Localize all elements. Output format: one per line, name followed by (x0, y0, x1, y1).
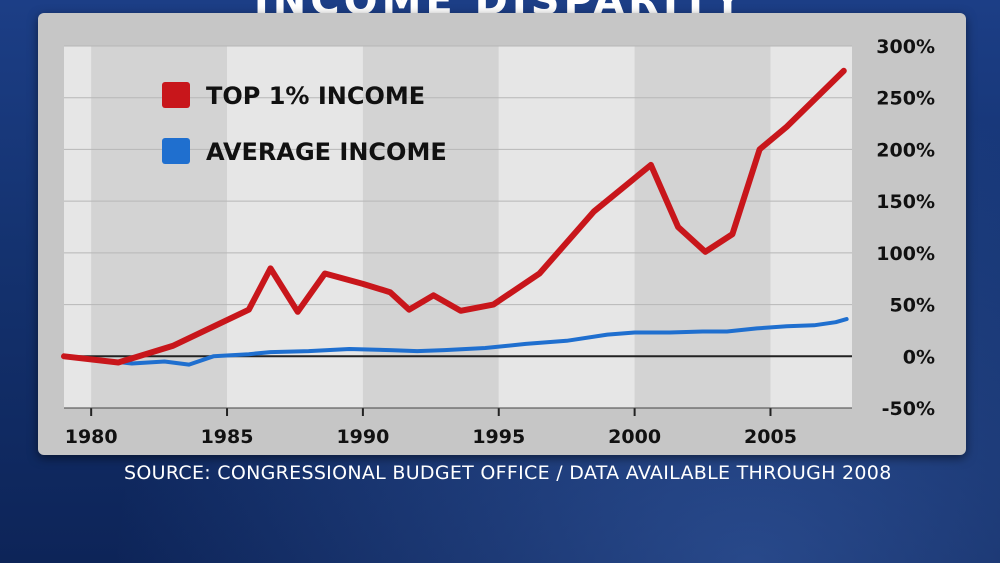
y-tick-label: 250% (876, 88, 935, 110)
top-1pct-line (61, 67, 847, 366)
plot-band (634, 46, 771, 408)
plot-bands (64, 46, 852, 408)
legend-average-swatch (162, 138, 190, 164)
x-tick-label: 1985 (201, 426, 254, 448)
y-tick-label: 150% (876, 191, 935, 213)
y-tick-label: 200% (876, 139, 935, 161)
banner-title: INCOME DISPARITY (0, 0, 1000, 14)
average-income-line (62, 317, 849, 367)
plot-band (498, 46, 635, 408)
y-tick-label: 100% (876, 243, 935, 265)
series-lines (61, 67, 849, 367)
x-tick-label: 2005 (744, 426, 797, 448)
legend-top-1pct-swatch (162, 82, 190, 108)
source-note: SOURCE: CONGRESSIONAL BUDGET OFFICE / DA… (124, 462, 892, 484)
x-tick-label: 1990 (336, 426, 389, 448)
y-tick-label: -50% (882, 398, 935, 420)
x-tick-label: 1995 (472, 426, 525, 448)
legend-top-1pct-label: TOP 1% INCOME (206, 82, 425, 110)
banner: INCOME DISPARITY (0, 0, 1000, 14)
x-axis: 1980 1985 1990 1995 2000 2005 (64, 407, 852, 448)
y-tick-label: 300% (876, 36, 935, 58)
legend: TOP 1% INCOME AVERAGE INCOME (162, 82, 447, 166)
x-tick-label: 1980 (65, 426, 118, 448)
y-tick-label: 0% (903, 346, 935, 368)
plot-band (64, 46, 92, 408)
legend-average-label: AVERAGE INCOME (206, 138, 447, 166)
x-tick-label: 2000 (608, 426, 661, 448)
y-axis: 300% 250% 200% 150% 100% 50% 0% -50% (876, 36, 935, 420)
y-tick-label: 50% (890, 295, 935, 317)
